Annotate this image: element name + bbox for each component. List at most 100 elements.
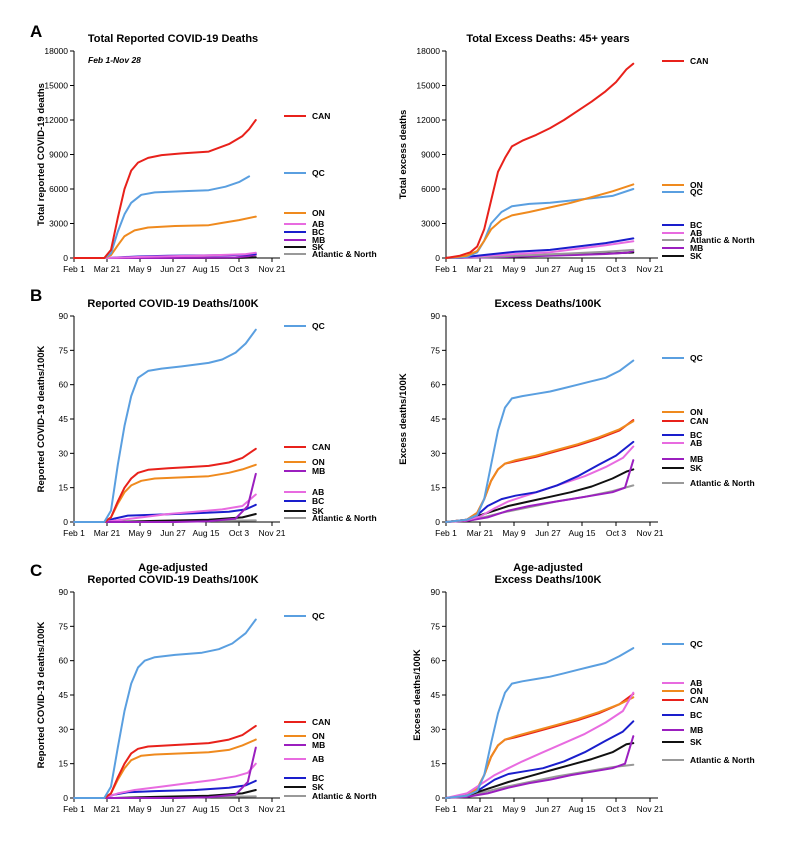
- series-line-atlantic-north: [445, 763, 635, 799]
- y-axis-label: Excess deaths/100K: [412, 649, 423, 741]
- y-axis-label: Total reported COVID-19 deaths: [36, 83, 47, 226]
- y-tick-label: 15000: [416, 81, 440, 91]
- x-tick-label: Feb 1: [63, 804, 85, 814]
- chart-title: Excess Deaths/100K: [494, 574, 601, 586]
- legend-label-can: CAN: [690, 56, 708, 66]
- y-tick-label: 75: [59, 345, 69, 355]
- y-tick-label: 0: [63, 517, 68, 527]
- y-tick-label: 0: [435, 793, 440, 803]
- series-line-on: [445, 696, 635, 799]
- x-tick-label: Jun 27: [535, 804, 561, 814]
- chart-title: Age-adjusted: [513, 562, 583, 574]
- legend-label-sk: SK: [690, 463, 703, 473]
- legend-label-can: CAN: [690, 416, 708, 426]
- legend-label-sk: SK: [690, 737, 703, 747]
- legend-label-mb: MB: [690, 243, 703, 253]
- legend-label-ab: AB: [312, 754, 324, 764]
- legend-label-sk: SK: [312, 242, 325, 252]
- y-tick-label: 15: [431, 759, 441, 769]
- legend-label-bc: BC: [312, 773, 324, 783]
- x-tick-label: Nov 21: [637, 528, 664, 538]
- x-tick-label: Nov 21: [259, 804, 286, 814]
- x-tick-label: Jun 27: [160, 528, 186, 538]
- y-tick-label: 15: [59, 759, 69, 769]
- chart-title: Excess Deaths/100K: [494, 298, 601, 310]
- legend-label-sk: SK: [690, 251, 703, 261]
- chart-1: Total Reported COVID-19 Deaths 0 3000 6000 9…: [36, 33, 377, 274]
- x-tick-label: May 9: [128, 528, 151, 538]
- series-line-ab: [73, 251, 257, 259]
- legend-label-ab: AB: [690, 438, 702, 448]
- x-tick-label: Oct 3: [229, 264, 250, 274]
- x-tick-label: Jun 27: [535, 264, 561, 274]
- legend-label-mb: MB: [690, 454, 703, 464]
- y-tick-label: 15: [59, 483, 69, 493]
- y-tick-label: 0: [63, 253, 68, 263]
- legend-label-atlantic-north: Atlantic & North: [690, 478, 755, 488]
- y-axis-label: Excess deaths/100K: [398, 373, 409, 465]
- legend-label-qc: QC: [690, 639, 703, 649]
- legend-label-atlantic-north: Atlantic & North: [690, 235, 755, 245]
- series-line-ab: [445, 691, 635, 799]
- x-tick-label: Mar 21: [94, 528, 121, 538]
- series-line-can: [73, 447, 257, 523]
- legend-label-ab: AB: [690, 678, 702, 688]
- y-tick-label: 75: [59, 621, 69, 631]
- legend-label-can: CAN: [312, 442, 330, 452]
- x-tick-label: Nov 21: [259, 528, 286, 538]
- x-tick-label: Feb 1: [63, 264, 85, 274]
- x-tick-label: Aug 15: [569, 528, 596, 538]
- y-tick-label: 3000: [49, 219, 68, 229]
- series-line-qc: [73, 175, 251, 259]
- y-tick-label: 30: [59, 724, 69, 734]
- x-tick-label: Oct 3: [606, 264, 627, 274]
- chart-title: Total Reported COVID-19 Deaths: [88, 33, 258, 45]
- legend-label-can: CAN: [312, 717, 330, 727]
- x-tick-label: Nov 21: [259, 264, 286, 274]
- y-tick-label: 30: [59, 448, 69, 458]
- x-tick-label: Jun 27: [160, 264, 186, 274]
- series-line-qc: [445, 188, 635, 259]
- x-tick-label: Jun 27: [160, 804, 186, 814]
- series-line-mb: [445, 459, 635, 523]
- series-line-on: [73, 215, 257, 259]
- y-tick-label: 75: [431, 621, 441, 631]
- x-tick-label: May 9: [502, 264, 525, 274]
- y-tick-label: 45: [59, 414, 69, 424]
- x-tick-label: Nov 21: [637, 804, 664, 814]
- legend-label-mb: MB: [312, 466, 325, 476]
- y-tick-label: 30: [431, 448, 441, 458]
- legend-label-on: ON: [312, 731, 325, 741]
- x-tick-label: Oct 3: [606, 528, 627, 538]
- series-line-qc: [445, 647, 635, 799]
- series-line-bc: [445, 720, 635, 799]
- chart-annotation: Feb 1-Nov 28: [88, 55, 141, 65]
- legend-label-sk: SK: [312, 782, 325, 792]
- x-tick-label: Oct 3: [606, 804, 627, 814]
- y-tick-label: 60: [59, 380, 69, 390]
- legend-label-can: CAN: [690, 695, 708, 705]
- y-tick-label: 60: [59, 656, 69, 666]
- x-tick-label: Oct 3: [229, 804, 250, 814]
- legend-label-qc: QC: [690, 353, 703, 363]
- y-tick-label: 45: [431, 414, 441, 424]
- y-tick-label: 30: [431, 724, 441, 734]
- x-tick-label: Feb 1: [435, 804, 457, 814]
- y-tick-label: 12000: [416, 115, 440, 125]
- y-tick-label: 90: [59, 311, 69, 321]
- x-tick-label: Mar 21: [467, 528, 494, 538]
- x-tick-label: Nov 21: [637, 264, 664, 274]
- x-tick-label: Mar 21: [467, 264, 494, 274]
- legend-label-bc: BC: [312, 496, 324, 506]
- y-tick-label: 12000: [44, 115, 68, 125]
- y-tick-label: 0: [63, 793, 68, 803]
- legend-label-ab: AB: [312, 487, 324, 497]
- x-tick-label: Jun 27: [535, 528, 561, 538]
- series-line-mb: [73, 253, 257, 259]
- legend-label-on: ON: [690, 686, 703, 696]
- legend-label-bc: BC: [690, 430, 702, 440]
- y-tick-label: 75: [431, 345, 441, 355]
- y-tick-label: 90: [431, 587, 441, 597]
